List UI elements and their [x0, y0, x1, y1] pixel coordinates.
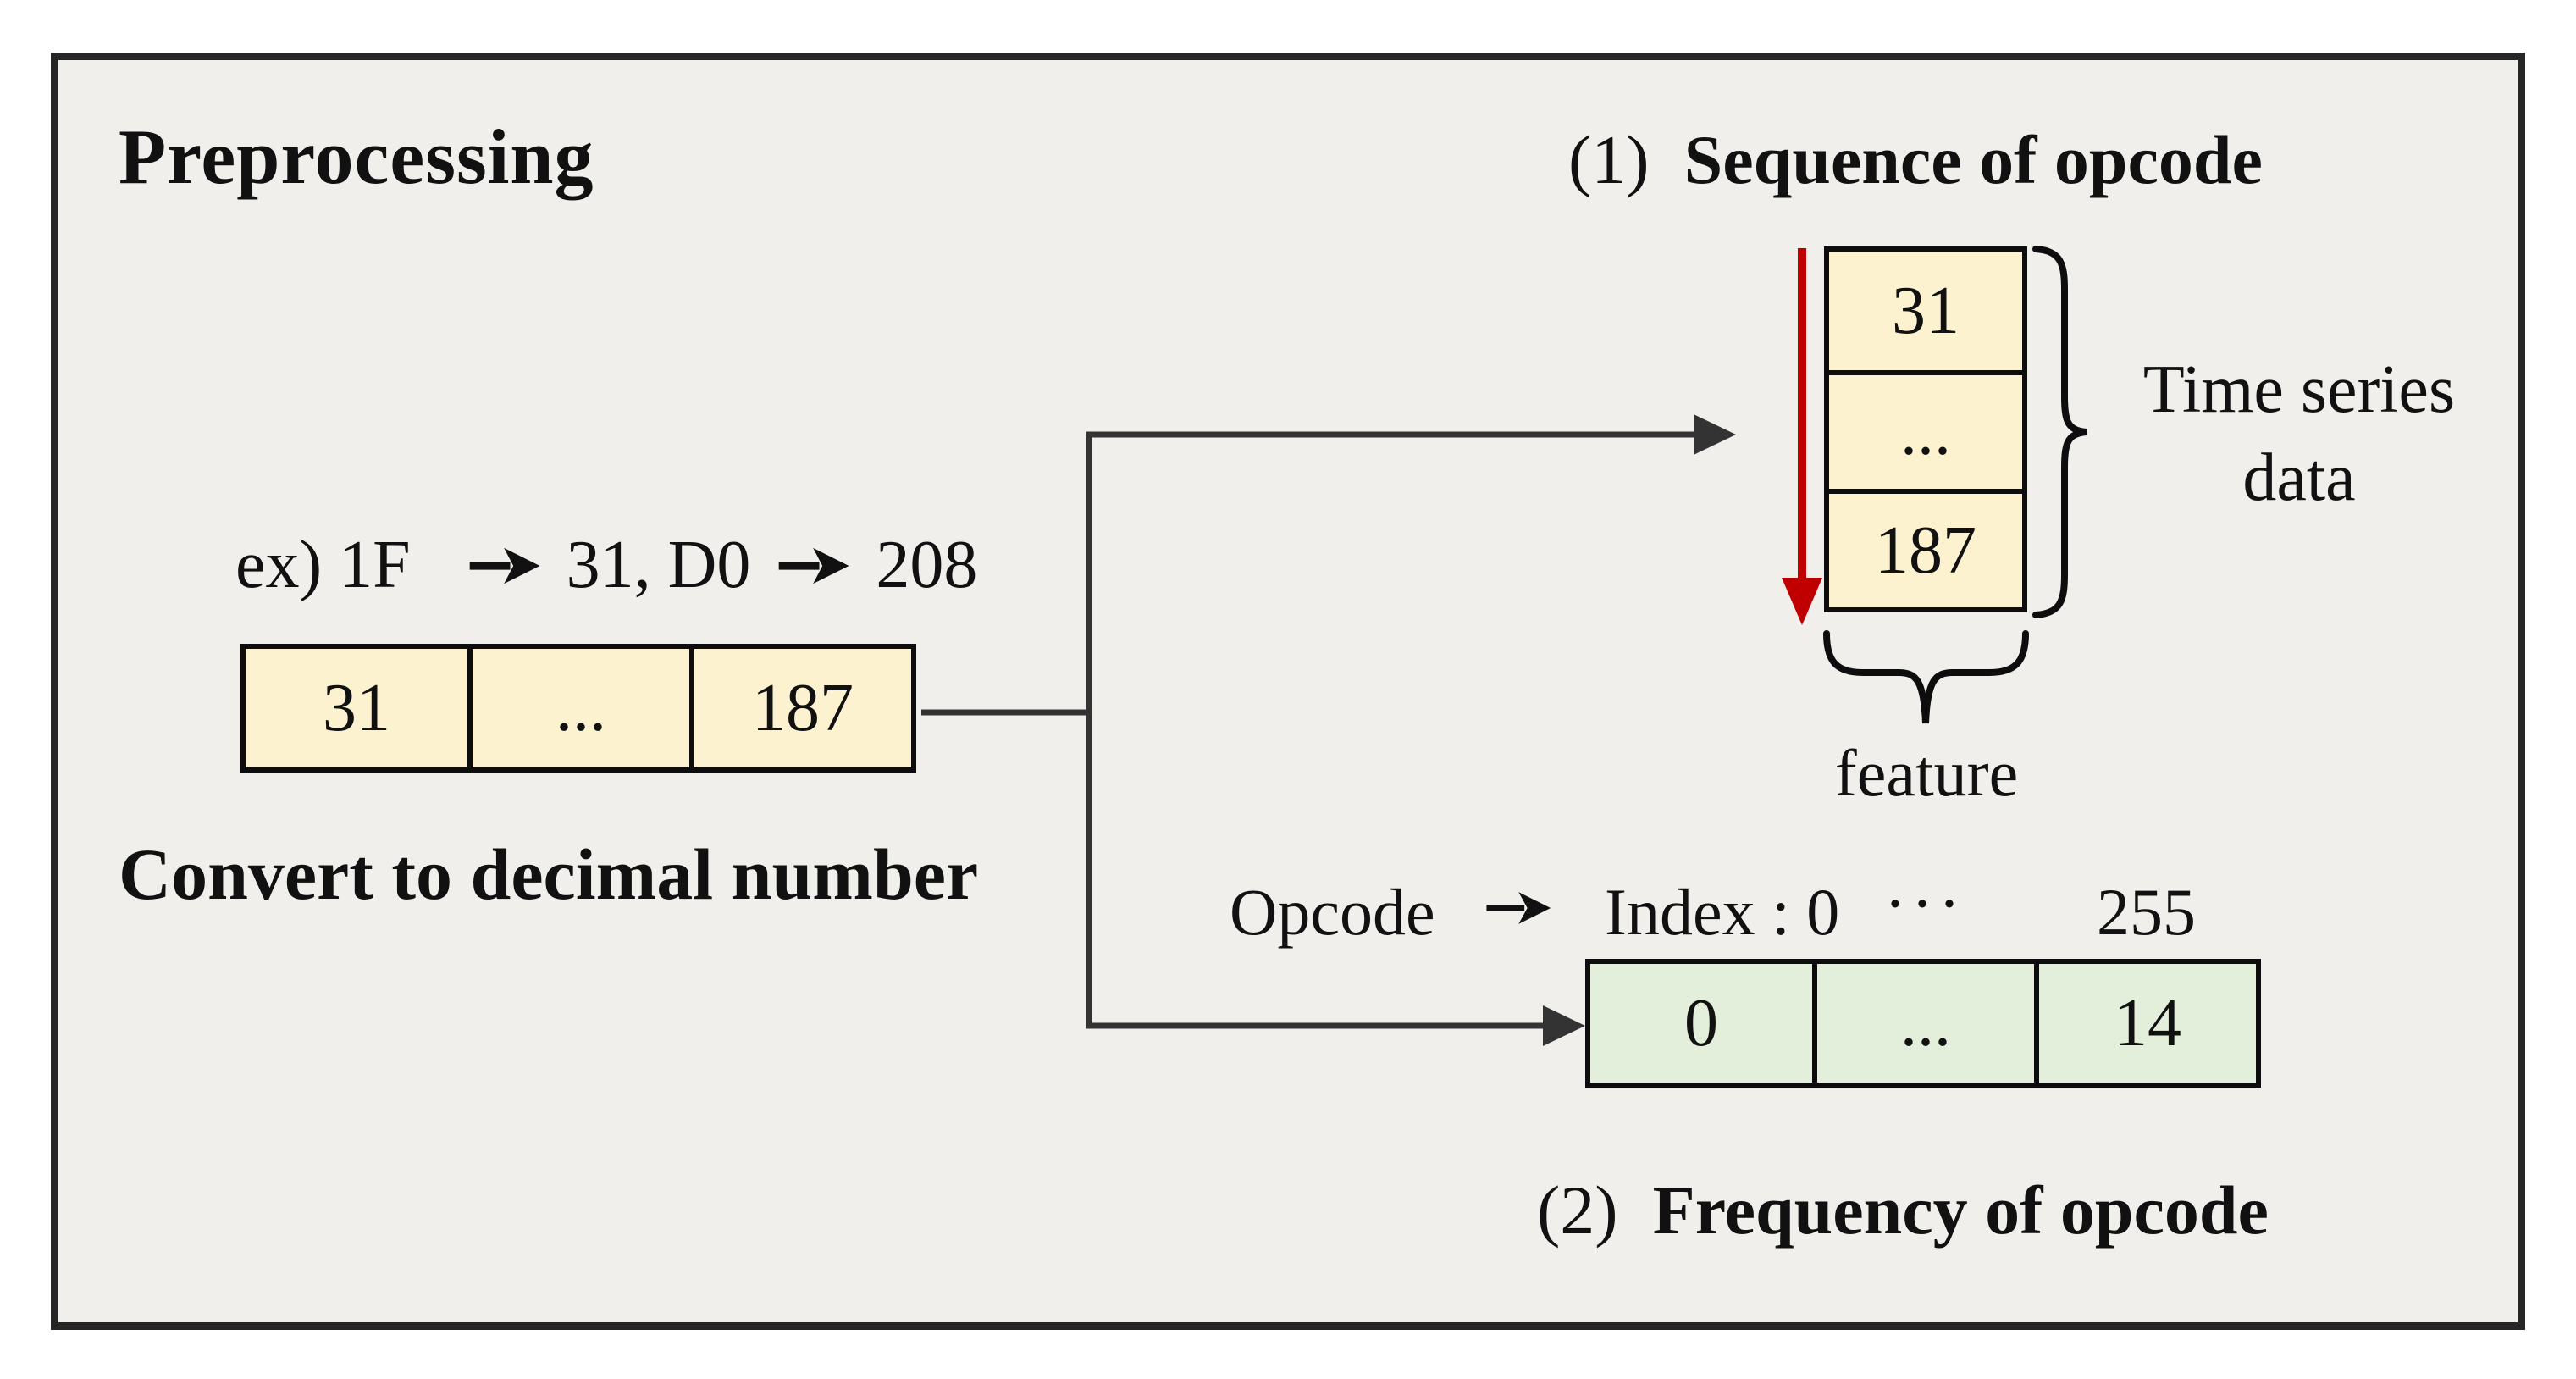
example-decimal-part-2: 208: [876, 528, 978, 602]
source-cell-ellipsis: ...: [467, 649, 689, 767]
sequence-cell-first: 31: [1829, 252, 2022, 370]
opcode-label: Opcode: [1230, 875, 1435, 949]
sequence-cell-last: 187: [1829, 489, 2022, 607]
frequency-cell-ellipsis: ...: [1812, 964, 2034, 1083]
sequence-column: 31 ... 187: [1824, 246, 2027, 612]
example-decimal-part: 31, D0: [566, 528, 751, 602]
time-series-label-line2: data: [2242, 440, 2356, 515]
opcode-source-row: 31 ... 187: [240, 644, 916, 773]
frequency-row: 0 ... 14: [1585, 959, 2261, 1088]
index-zero-label: Index : 0: [1605, 875, 1840, 949]
sequence-section-title: Sequence of opcode: [1683, 121, 2263, 198]
spacer: [1667, 121, 1684, 198]
spacer: [1635, 1171, 1653, 1249]
convert-to-decimal-label: Convert to decimal number: [119, 833, 979, 915]
example-hex-part: ex) 1F: [235, 528, 411, 602]
frequency-section-title: Frequency of opcode: [1652, 1171, 2269, 1249]
index-ellipsis: ···: [1884, 867, 1965, 940]
index-max-label: 255: [2097, 875, 2196, 949]
frequency-cell-first: 0: [1590, 964, 1812, 1083]
feature-label: feature: [1834, 736, 2019, 810]
source-cell-last: 187: [689, 649, 911, 767]
time-series-label-line1: Time series: [2142, 352, 2456, 427]
frequency-cell-last: 14: [2034, 964, 2256, 1083]
page-title: Preprocessing: [119, 114, 594, 200]
right-arrow-icon: [467, 542, 544, 590]
sequence-section-number: (1): [1568, 121, 1650, 198]
right-arrow-icon: [1484, 886, 1556, 930]
sequence-section-heading: (1) Sequence of opcode: [1568, 120, 2263, 200]
source-cell-first: 31: [246, 649, 467, 767]
sequence-cell-ellipsis: ...: [1829, 370, 2022, 489]
frequency-section-number: (2): [1537, 1171, 1618, 1249]
frequency-section-heading: (2) Frequency of opcode: [1537, 1171, 2269, 1250]
right-arrow-icon: [776, 542, 854, 590]
hex-to-decimal-example: ex) 1F 31, D0 208: [235, 527, 977, 604]
time-series-label: Time series data: [2092, 346, 2507, 522]
